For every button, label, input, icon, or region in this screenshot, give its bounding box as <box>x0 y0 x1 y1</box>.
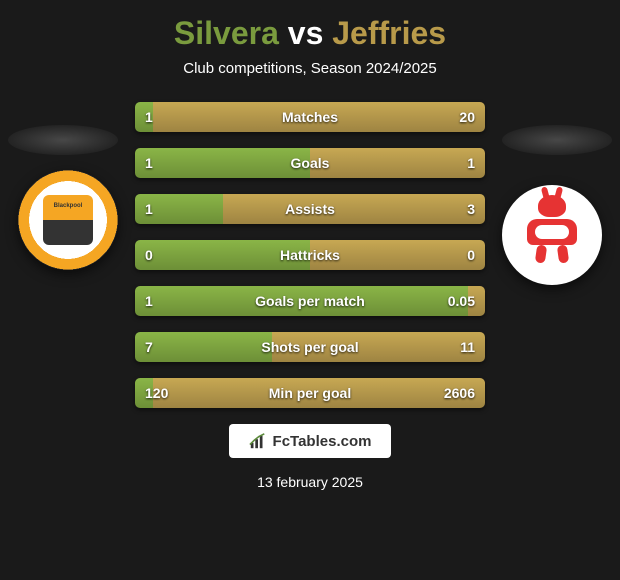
stat-row: 120Matches <box>135 102 485 132</box>
vs-text: vs <box>288 15 324 51</box>
footer: FcTables.com 13 february 2025 <box>0 424 620 490</box>
chart-icon <box>249 432 267 450</box>
team-badge-right <box>502 185 602 285</box>
footer-date: 13 february 2025 <box>0 474 620 490</box>
subtitle: Club competitions, Season 2024/2025 <box>0 60 620 77</box>
stat-row: 00Hattricks <box>135 240 485 270</box>
stat-label: Matches <box>135 102 485 132</box>
stat-label: Goals <box>135 148 485 178</box>
stat-row: 13Assists <box>135 194 485 224</box>
header: Silvera vs Jeffries Club competitions, S… <box>0 0 620 82</box>
comparison-title: Silvera vs Jeffries <box>0 15 620 52</box>
stat-row: 11Goals <box>135 148 485 178</box>
stat-label: Min per goal <box>135 378 485 408</box>
stat-row: 711Shots per goal <box>135 332 485 362</box>
player-left-name: Silvera <box>174 15 279 51</box>
stats-container: 120Matches 11Goals 13Assists 00Hattricks 10.… <box>135 102 485 408</box>
lincoln-imp-icon <box>517 195 587 275</box>
badge-left-label: Blackpool <box>43 203 93 209</box>
platform-shadow-right <box>502 125 612 155</box>
player-right-name: Jeffries <box>332 15 446 51</box>
brand-box: FcTables.com <box>229 424 392 458</box>
stat-row: 10.05Goals per match <box>135 286 485 316</box>
brand-text: FcTables.com <box>273 433 372 450</box>
blackpool-crest-icon: Blackpool <box>43 195 93 245</box>
stat-label: Shots per goal <box>135 332 485 362</box>
stat-label: Assists <box>135 194 485 224</box>
team-badge-left: Blackpool <box>18 170 118 270</box>
stat-label: Hattricks <box>135 240 485 270</box>
platform-shadow-left <box>8 125 118 155</box>
stat-label: Goals per match <box>135 286 485 316</box>
stat-row: 1202606Min per goal <box>135 378 485 408</box>
